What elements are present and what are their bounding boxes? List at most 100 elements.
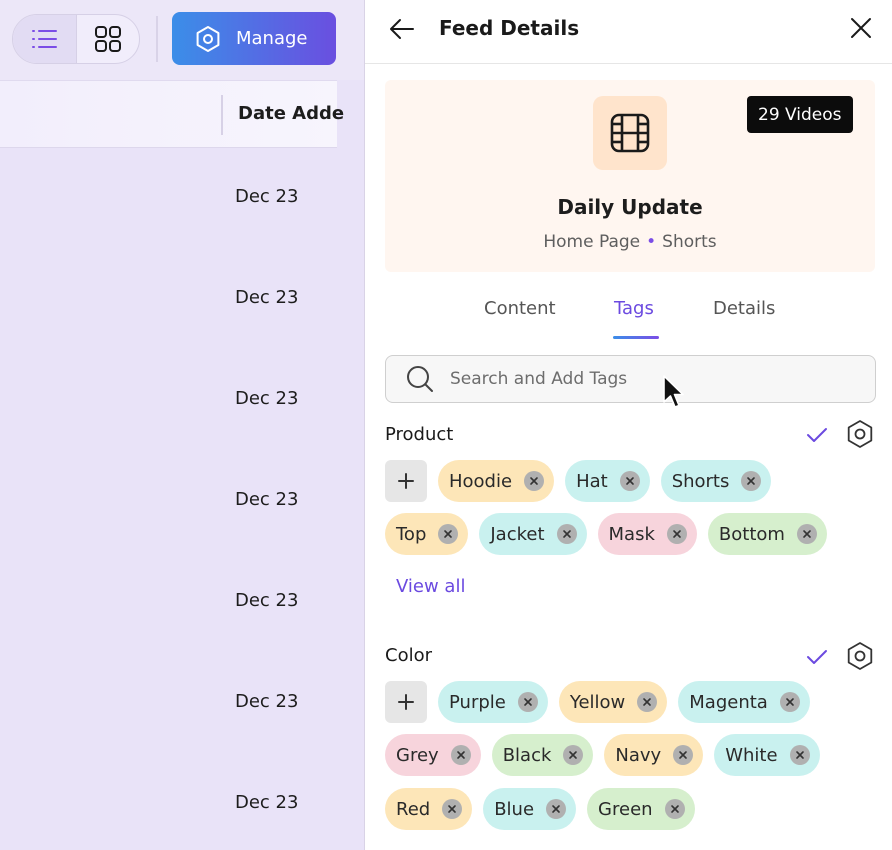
tab-content[interactable]: Content	[484, 298, 556, 319]
row-date: Dec 23	[235, 792, 299, 813]
tag-label: Hat	[576, 470, 608, 492]
tag-chip[interactable]: Hat	[565, 460, 650, 502]
row-date: Dec 23	[235, 287, 299, 308]
tag-chip[interactable]: White	[714, 734, 820, 776]
row-date: Dec 23	[235, 388, 299, 409]
manage-button[interactable]: Manage	[172, 12, 336, 65]
color-confirm-button[interactable]	[805, 645, 829, 669]
tab-tags[interactable]: Tags	[614, 298, 654, 319]
table-row[interactable]: Dec 23	[0, 148, 337, 249]
close-icon	[569, 751, 578, 759]
close-icon	[448, 805, 457, 813]
plus-icon	[398, 473, 414, 489]
close-icon	[786, 698, 794, 706]
hexagon-settings-icon	[847, 420, 873, 448]
remove-tag-button[interactable]	[664, 799, 685, 819]
tag-chip[interactable]: Navy	[604, 734, 704, 776]
remove-tag-button[interactable]	[517, 692, 538, 712]
tag-chip[interactable]: Blue	[483, 788, 577, 830]
close-icon	[803, 530, 811, 538]
video-count-badge: 29 Videos	[747, 96, 853, 133]
row-date: Dec 23	[235, 489, 299, 510]
close-icon	[795, 751, 804, 759]
column-resize-handle[interactable]	[221, 95, 223, 135]
manage-button-label: Manage	[236, 28, 308, 49]
tag-label: Blue	[494, 798, 535, 820]
hexagon-settings-icon	[196, 25, 220, 52]
close-icon	[679, 751, 688, 759]
remove-tag-button[interactable]	[438, 524, 459, 544]
row-date: Dec 23	[235, 590, 299, 611]
close-icon	[562, 530, 571, 538]
list-view-icon	[32, 30, 58, 48]
tag-label: Jacket	[490, 523, 545, 545]
close-icon	[747, 477, 756, 485]
tag-chip[interactable]: Shorts	[660, 460, 772, 502]
tag-search-input[interactable]	[450, 369, 850, 389]
tag-label: Grey	[396, 744, 439, 766]
remove-tag-button[interactable]	[779, 692, 800, 712]
grid-view-button[interactable]	[77, 15, 140, 63]
tag-chip[interactable]: Mask	[597, 513, 697, 555]
grid-view-icon	[94, 26, 121, 52]
tag-chip[interactable]: Top	[385, 513, 469, 555]
tag-chip[interactable]: Black	[491, 734, 594, 776]
date-added-column-header[interactable]: Date Adde	[238, 103, 345, 124]
tag-chip[interactable]: Hoodie	[438, 460, 555, 502]
product-settings-button[interactable]	[845, 419, 875, 449]
remove-tag-button[interactable]	[637, 692, 658, 712]
check-icon	[807, 650, 827, 664]
drawer-title: Feed Details	[439, 16, 580, 40]
remove-tag-button[interactable]	[450, 745, 471, 765]
remove-tag-button[interactable]	[619, 471, 640, 491]
product-tag-row: Top Jacket Mask Bottom	[385, 513, 827, 555]
tag-chip[interactable]: Magenta	[678, 681, 810, 723]
feed-meta: Home Page • Shorts	[385, 232, 875, 252]
tag-chip[interactable]: Red	[385, 788, 473, 830]
tag-chip[interactable]: Green	[587, 788, 695, 830]
list-view-button[interactable]	[13, 15, 77, 63]
view-all-link[interactable]: View all	[396, 576, 466, 597]
table-row[interactable]: Dec 23	[0, 350, 337, 451]
remove-tag-button[interactable]	[556, 524, 577, 544]
table-header: Date Adde	[0, 80, 344, 148]
back-button[interactable]	[387, 14, 417, 44]
color-section-title: Color	[385, 645, 432, 666]
close-button[interactable]	[849, 16, 873, 40]
tag-chip[interactable]: Grey	[385, 734, 481, 776]
tab-details[interactable]: Details	[713, 298, 776, 319]
product-confirm-button[interactable]	[805, 423, 829, 447]
feed-details-drawer: Feed Details 29 Videos Daily Update Home…	[364, 0, 892, 850]
remove-tag-button[interactable]	[563, 745, 584, 765]
remove-tag-button[interactable]	[796, 524, 817, 544]
feed-summary-card: 29 Videos Daily Update Home Page • Shorts	[385, 80, 875, 272]
tag-chip[interactable]: Yellow	[558, 681, 668, 723]
remove-tag-button[interactable]	[666, 524, 687, 544]
table-row[interactable]: Dec 23	[0, 249, 337, 350]
tag-label: Navy	[615, 744, 662, 766]
remove-tag-button[interactable]	[442, 799, 463, 819]
drawer-header: Feed Details	[365, 0, 892, 64]
color-settings-button[interactable]	[845, 641, 875, 671]
list-toolbar: Manage	[0, 0, 364, 80]
table-row[interactable]: Dec 23	[0, 451, 337, 552]
table-row[interactable]: Dec 23	[0, 653, 337, 754]
tag-chip[interactable]: Jacket	[479, 513, 587, 555]
remove-tag-button[interactable]	[673, 745, 694, 765]
remove-tag-button[interactable]	[741, 471, 762, 491]
close-icon	[552, 805, 560, 813]
remove-tag-button[interactable]	[546, 799, 567, 819]
color-tag-row: Grey Black Navy White	[385, 734, 820, 776]
tag-label: Top	[396, 523, 427, 545]
add-color-tag-button[interactable]	[385, 681, 427, 723]
table-row[interactable]: Dec 23	[0, 754, 337, 850]
add-product-tag-button[interactable]	[385, 460, 427, 502]
color-tag-row: Red Blue Green	[385, 788, 695, 830]
table-body: Dec 23 Dec 23 Dec 23 Dec 23 Dec 23 Dec 2…	[0, 148, 337, 850]
check-icon	[807, 428, 827, 442]
table-row[interactable]: Dec 23	[0, 552, 337, 653]
tag-chip[interactable]: Purple	[438, 681, 548, 723]
remove-tag-button[interactable]	[789, 745, 810, 765]
remove-tag-button[interactable]	[524, 471, 545, 491]
tag-chip[interactable]: Bottom	[707, 513, 827, 555]
